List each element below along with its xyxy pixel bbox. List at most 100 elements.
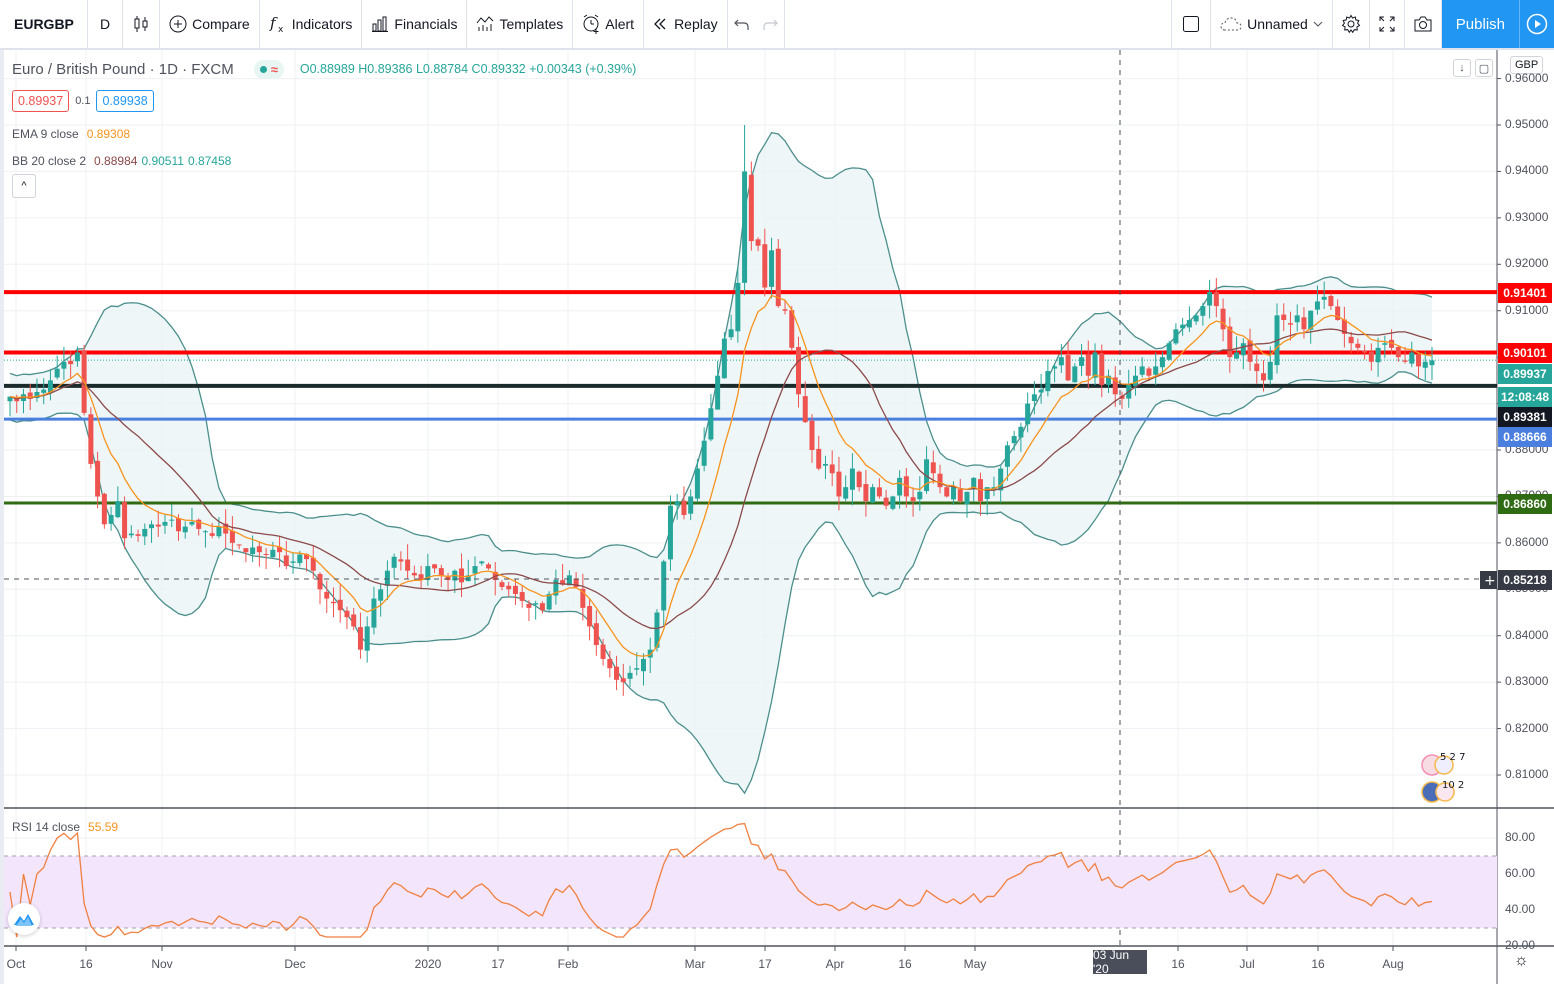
price-tag-last-price: 0.89937	[1498, 364, 1552, 384]
financials-button[interactable]: Financials	[362, 0, 468, 48]
alert-label: Alert	[605, 16, 635, 32]
scroll-to-realtime-button[interactable]: ↓	[1453, 59, 1471, 77]
time-tick: May	[963, 957, 987, 971]
chevron-down-icon	[1313, 21, 1323, 27]
events-bottom-count: 10 2	[1442, 780, 1464, 791]
rsi-value: 55.59	[88, 820, 119, 834]
auto-scale-button[interactable]: ▢	[1475, 59, 1493, 77]
time-tick: 17	[758, 957, 772, 971]
camera-icon	[1414, 16, 1432, 32]
time-tick: 16	[1171, 957, 1185, 971]
approx-icon: ≈	[270, 61, 278, 77]
chart-type-button[interactable]	[123, 0, 161, 48]
fullscreen-icon	[1379, 16, 1395, 32]
time-tick: 16	[79, 957, 93, 971]
time-tick: Aug	[1382, 957, 1404, 971]
svg-text:x: x	[278, 25, 284, 34]
price-tag-resistance-1: 0.91401	[1498, 283, 1552, 303]
price-tick: 0.96000	[1505, 70, 1549, 85]
candles-icon	[134, 16, 148, 32]
replay-button[interactable]: Replay	[644, 0, 728, 48]
financials-label: Financials	[394, 16, 458, 32]
redo-icon	[763, 19, 778, 30]
toolbar-spacer	[785, 0, 1173, 48]
compare-button[interactable]: Compare	[160, 0, 260, 48]
price-tick: 0.84000	[1505, 627, 1549, 642]
bb-label: BB 20 close 2	[12, 153, 87, 168]
price-tag-crosshair-price: 0.85218	[1498, 570, 1552, 590]
time-tick: Feb	[557, 957, 579, 971]
symbol-search-button[interactable]: EURGBP	[0, 0, 88, 48]
price-tick: 0.95000	[1505, 117, 1549, 131]
play-circle-icon	[1526, 13, 1548, 35]
cloud-icon	[1220, 17, 1242, 31]
snapshot-button[interactable]	[1405, 0, 1442, 48]
publish-label: Publish	[1455, 15, 1505, 33]
settings-button[interactable]	[1333, 0, 1370, 48]
chevron-up-icon: ^	[21, 180, 27, 192]
ema-label: EMA 9 close	[12, 126, 79, 141]
sell-price-button[interactable]: 0.89937	[12, 90, 70, 112]
alert-button[interactable]: Alert	[573, 0, 645, 48]
rsi-tick: 60.00	[1505, 866, 1536, 880]
symbol-title: Euro / British Pound · 1D · FXCM	[12, 60, 234, 78]
interval-button[interactable]: D	[88, 0, 124, 48]
buy-price-button[interactable]: 0.89938	[96, 90, 154, 112]
price-tick: 0.82000	[1505, 720, 1549, 735]
interval-label: D	[100, 16, 111, 32]
bb-legend[interactable]: BB 20 close 2 0.88984 0.90511 0.87458	[12, 147, 636, 174]
currency-label[interactable]: GBP	[1510, 56, 1544, 74]
tradingview-logo[interactable]	[8, 903, 40, 935]
undo-button[interactable]	[728, 0, 756, 48]
time-tick: Jul	[1239, 957, 1255, 971]
bb-lower-value: 0.87458	[187, 153, 232, 168]
time-tick: 17	[491, 957, 505, 971]
ema-value: 0.89308	[86, 126, 131, 141]
spread-value: 0.1	[75, 95, 91, 107]
economic-events-markers[interactable]: 5 2 7 10 2	[1420, 748, 1466, 808]
publish-options-button[interactable]	[1520, 0, 1554, 48]
price-tag-resistance-2: 0.90101	[1498, 343, 1552, 363]
time-tick: Dec	[284, 957, 306, 971]
svg-text:f: f	[269, 14, 278, 32]
gear-icon	[1341, 14, 1361, 34]
templates-button[interactable]: Templates	[467, 0, 574, 48]
svg-text:+: +	[1484, 573, 1496, 589]
market-status-pill[interactable]: ≈	[253, 59, 284, 79]
rsi-tick: 80.00	[1505, 830, 1536, 844]
chart-settings-button[interactable]: ☼	[1514, 952, 1529, 970]
rsi-tick: 40.00	[1505, 902, 1536, 916]
rsi-legend[interactable]: RSI 14 close 55.59	[12, 820, 118, 834]
price-tag-countdown: 12:08:48	[1498, 387, 1552, 407]
compare-label: Compare	[192, 16, 250, 32]
symbol-label: EURGBP	[14, 16, 74, 32]
bb-upper-value: 0.90511	[141, 153, 184, 168]
select-layout-checkbox[interactable]	[1172, 0, 1212, 48]
price-tick: 0.91000	[1505, 302, 1549, 317]
time-tick: Mar	[684, 957, 706, 971]
time-tick: Oct	[6, 957, 26, 971]
price-tick: 0.83000	[1505, 674, 1549, 689]
redo-button[interactable]	[756, 0, 785, 48]
tradingview-logo-icon	[14, 914, 34, 926]
plus-circle-icon	[169, 15, 187, 33]
layout-name-button[interactable]: Unnamed	[1211, 0, 1333, 48]
time-tick: Apr	[825, 957, 845, 971]
price-tag-support-2: 0.88666	[1498, 427, 1552, 447]
rewind-icon	[654, 18, 666, 30]
rsi-label: RSI 14 close	[12, 820, 81, 834]
ema-legend[interactable]: EMA 9 close 0.89308	[12, 120, 636, 147]
square-icon	[1183, 16, 1200, 32]
price-tag-support-3: 0.86860	[1498, 494, 1552, 514]
chart-legend: Euro / British Pound · 1D · FXCM ≈ O0.88…	[12, 58, 636, 174]
templates-icon	[477, 16, 494, 31]
layout-name: Unnamed	[1247, 16, 1308, 32]
alarm-clock-icon	[583, 14, 599, 34]
publish-button[interactable]: Publish	[1441, 0, 1520, 48]
bar-chart-icon	[372, 16, 389, 32]
fullscreen-button[interactable]	[1370, 0, 1405, 48]
collapse-legend-button[interactable]: ^	[12, 174, 36, 198]
